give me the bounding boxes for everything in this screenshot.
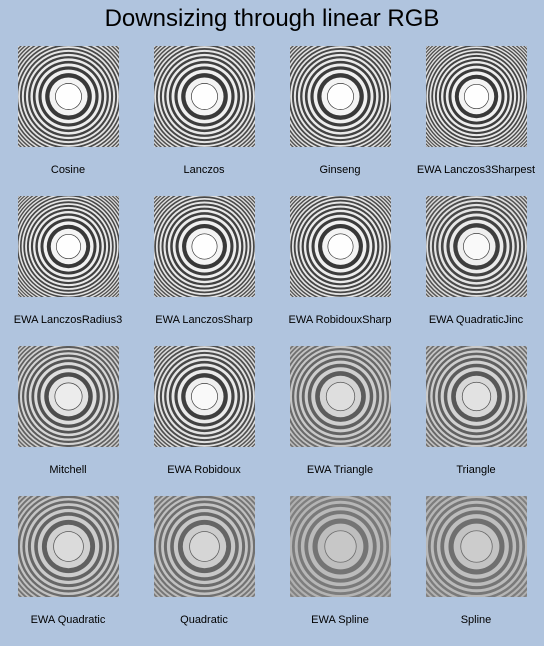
zone-plate-image <box>290 346 391 447</box>
filter-cell: EWA LanczosSharp <box>136 196 272 346</box>
filter-label: Cosine <box>50 164 86 176</box>
zone-plate-image <box>426 46 527 147</box>
filter-label: EWA Robidoux <box>167 464 241 476</box>
filter-label: EWA Quadratic <box>30 614 106 626</box>
filter-label: EWA QuadraticJinc <box>428 314 524 326</box>
zone-plate-thumbnail <box>290 196 391 297</box>
zone-plate-image <box>426 196 527 297</box>
page-title: Downsizing through linear RGB <box>104 5 440 32</box>
filter-cell: Cosine <box>0 46 136 196</box>
zone-plate-thumbnail <box>154 196 255 297</box>
zone-plate-thumbnail <box>154 46 255 147</box>
zone-plate-thumbnail <box>426 196 527 297</box>
filter-cell: EWA LanczosRadius3 <box>0 196 136 346</box>
filter-label: Ginseng <box>319 164 361 176</box>
filter-cell: EWA Robidoux <box>136 346 272 496</box>
zone-plate-thumbnail <box>426 46 527 147</box>
zone-plate-image <box>18 346 119 447</box>
filter-label: Triangle <box>456 464 496 476</box>
filter-cell: EWA Triangle <box>272 346 408 496</box>
filter-label: Spline <box>460 614 492 626</box>
zone-plate-thumbnail <box>18 46 119 147</box>
zone-plate-image <box>290 46 391 147</box>
zone-plate-thumbnail <box>290 346 391 447</box>
filter-cell: Quadratic <box>136 496 272 646</box>
zone-plate-image <box>290 496 391 597</box>
filter-cell: Ginseng <box>272 46 408 196</box>
zone-plate-image <box>18 196 119 297</box>
zone-plate-thumbnail <box>154 346 255 447</box>
zone-plate-image <box>426 346 527 447</box>
filter-label: EWA LanczosSharp <box>155 314 253 326</box>
filter-cell: Spline <box>408 496 544 646</box>
filter-label: EWA Lanczos3Sharpest <box>416 164 536 176</box>
filter-cell: Lanczos <box>136 46 272 196</box>
zone-plate-thumbnail <box>154 496 255 597</box>
filter-cell: EWA Lanczos3Sharpest <box>408 46 544 196</box>
zone-plate-thumbnail <box>426 496 527 597</box>
filter-cell: Triangle <box>408 346 544 496</box>
filter-label: EWA RobidouxSharp <box>288 314 392 326</box>
zone-plate-thumbnail <box>18 496 119 597</box>
filter-cell: EWA Quadratic <box>0 496 136 646</box>
filter-cell: EWA RobidouxSharp <box>272 196 408 346</box>
filter-cell: EWA QuadraticJinc <box>408 196 544 346</box>
filter-cell: Mitchell <box>0 346 136 496</box>
zone-plate-thumbnail <box>18 196 119 297</box>
zone-plate-image <box>426 496 527 597</box>
filter-label: EWA Spline <box>311 614 369 626</box>
filter-label: Mitchell <box>49 464 87 476</box>
zone-plate-image <box>18 46 119 147</box>
zone-plate-image <box>154 46 255 147</box>
filter-cell: EWA Spline <box>272 496 408 646</box>
zone-plate-thumbnail <box>290 46 391 147</box>
zone-plate-thumbnail <box>426 346 527 447</box>
zone-plate-image <box>154 346 255 447</box>
filter-label: Quadratic <box>180 614 228 626</box>
zone-plate-image <box>18 496 119 597</box>
zone-plate-thumbnail <box>290 496 391 597</box>
zone-plate-thumbnail <box>18 346 119 447</box>
filter-label: EWA Triangle <box>306 464 374 476</box>
zone-plate-image <box>290 196 391 297</box>
zone-plate-image <box>154 196 255 297</box>
filter-label: Lanczos <box>183 164 225 176</box>
filter-label: EWA LanczosRadius3 <box>13 314 123 326</box>
zone-plate-image <box>154 496 255 597</box>
